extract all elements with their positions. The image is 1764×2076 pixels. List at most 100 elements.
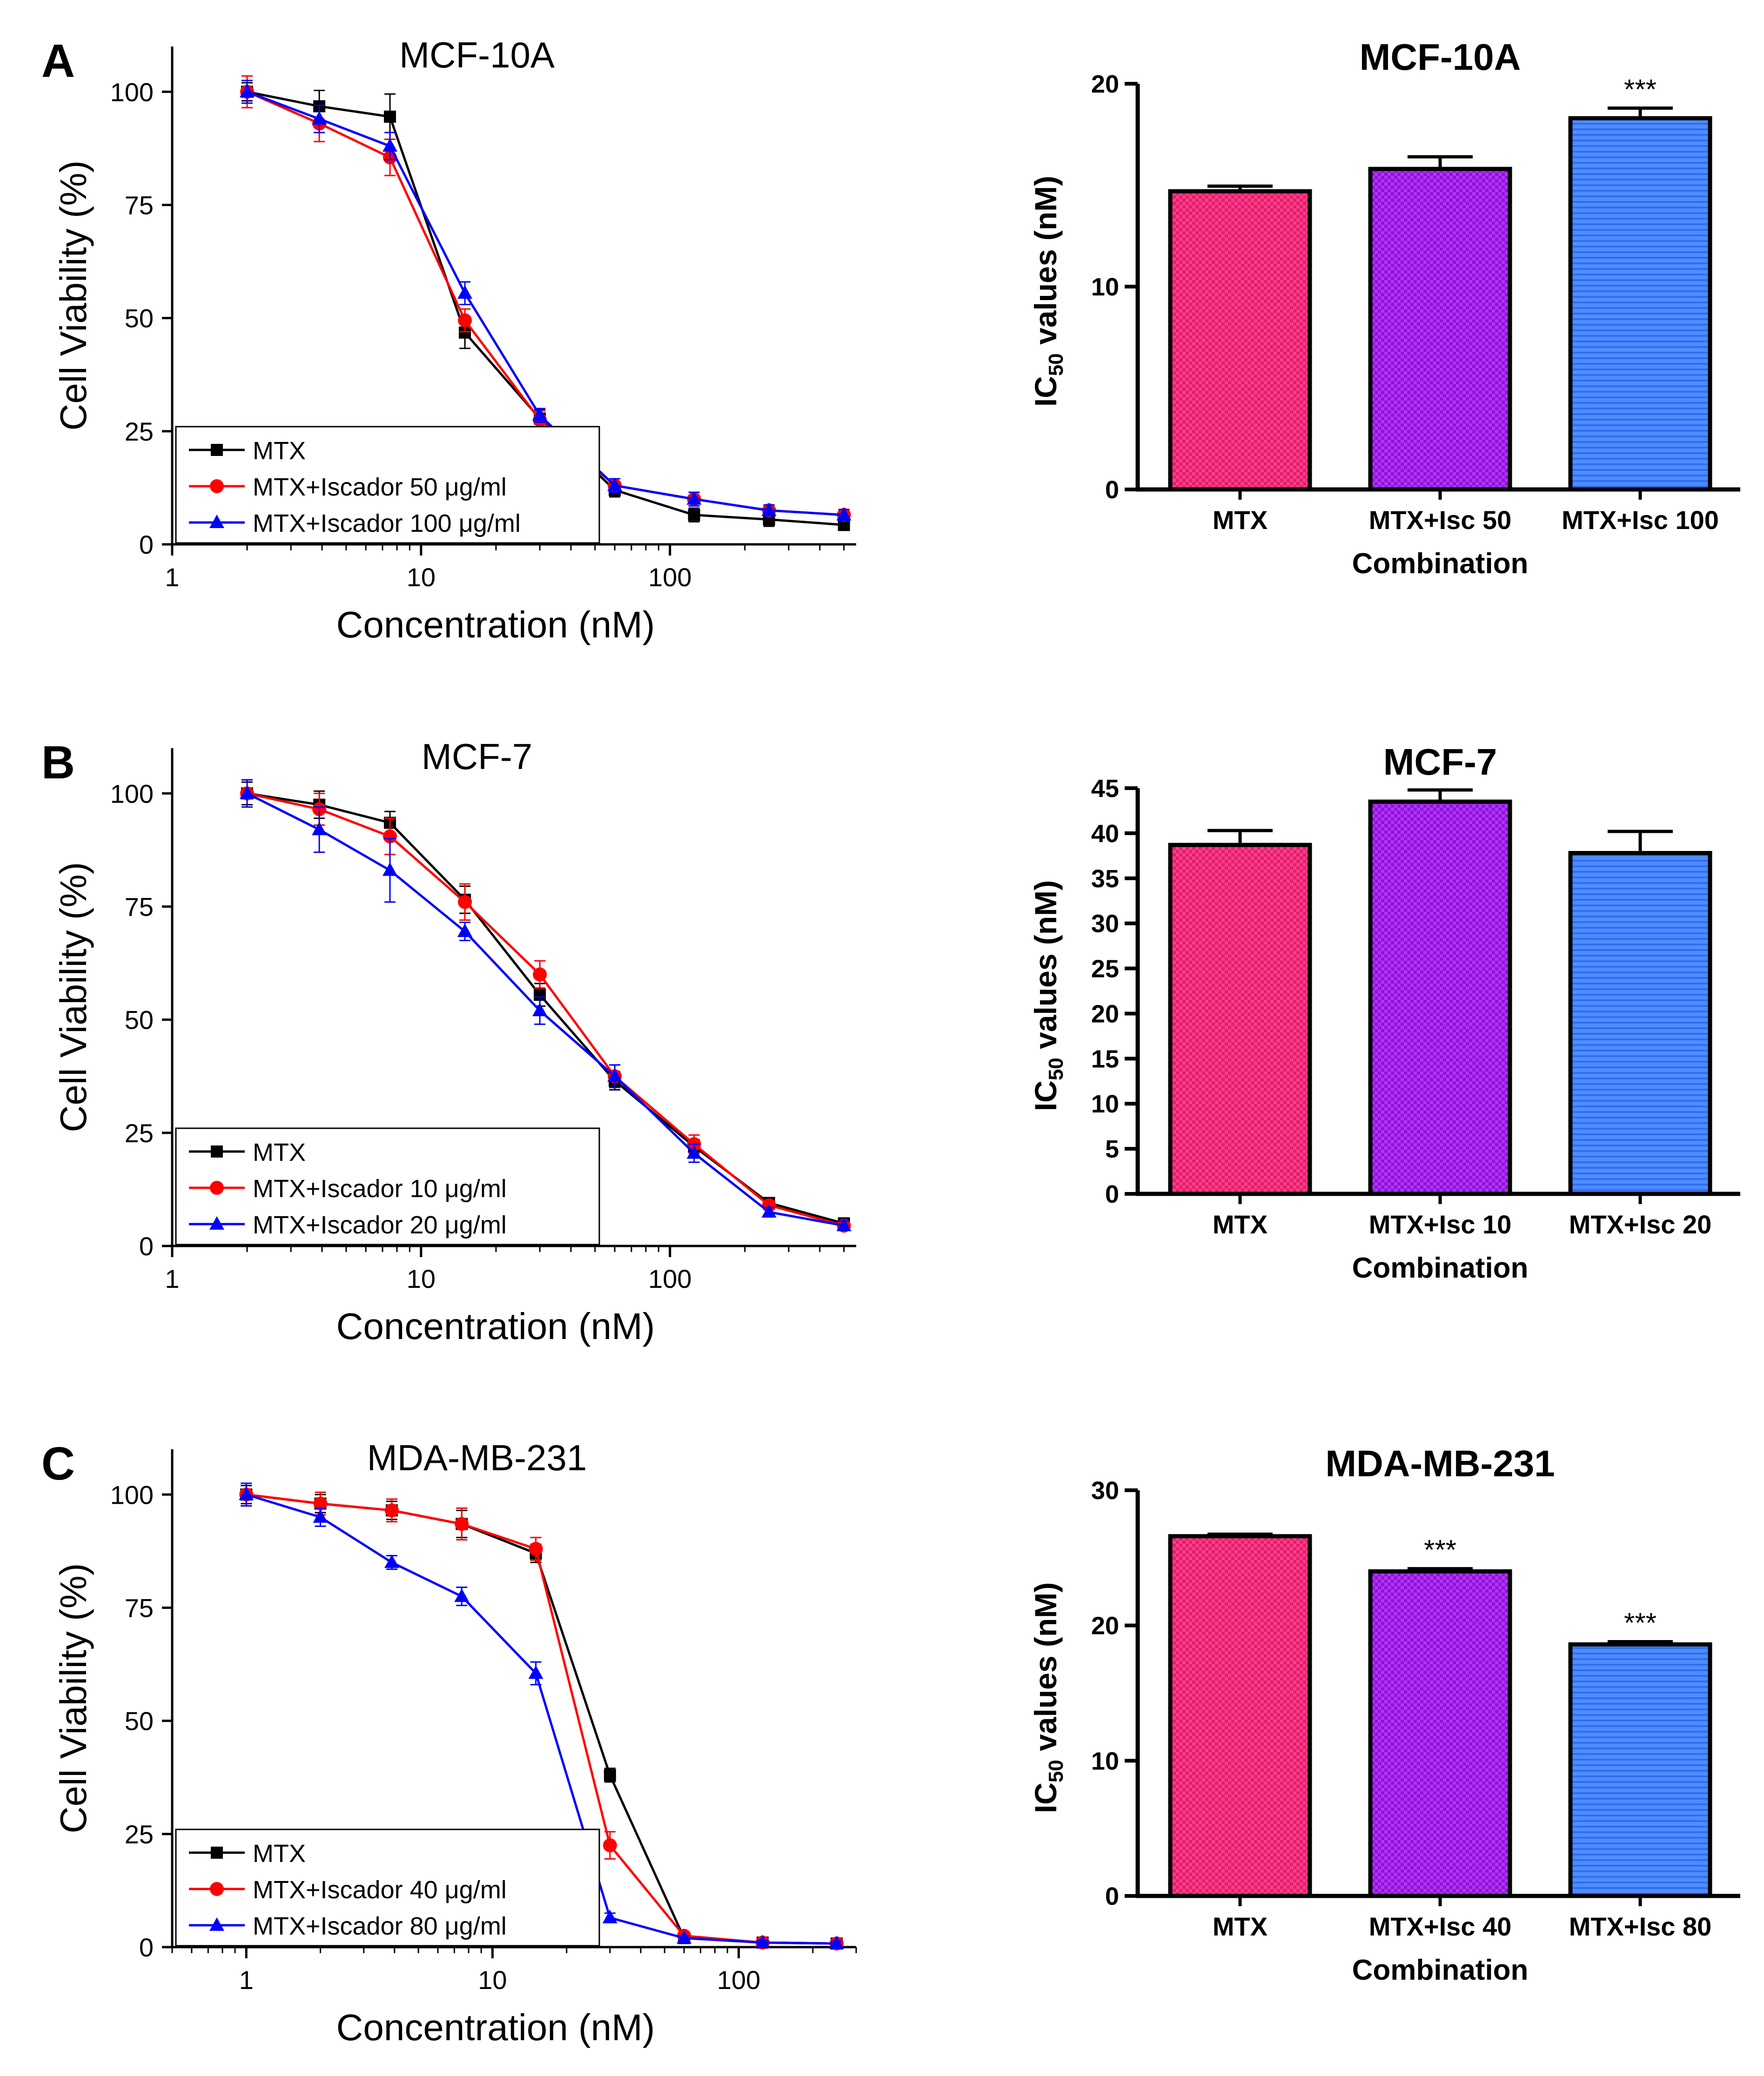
- chart-title: MCF-10A: [399, 34, 555, 75]
- legend-label: MTX: [253, 1138, 306, 1166]
- data-point: [529, 1542, 543, 1556]
- y-axis-label: Cell Viability (%): [53, 161, 94, 431]
- legend-label: MTX+Iscador 40 μg/ml: [253, 1876, 507, 1904]
- bar-chart-1: MCF-7 0 5 10 15 20 25 30 35 40 45 IC50 values (nM) M…: [1028, 741, 1740, 1284]
- data-point: [313, 1509, 328, 1523]
- bar: [1168, 189, 1312, 492]
- x-tick-label: 100: [717, 1965, 760, 1995]
- data-point: [686, 491, 702, 505]
- legend-marker: [209, 515, 224, 528]
- y-tick-label: 25: [1091, 955, 1119, 983]
- data-point: [312, 822, 327, 836]
- x-axis-label: Concentration (nM): [336, 2007, 655, 2048]
- data-point: [382, 138, 398, 152]
- data-point: [836, 507, 852, 521]
- bar: [1368, 1569, 1512, 1898]
- x-axis-label: Combination: [1352, 548, 1529, 580]
- data-point: [384, 1554, 400, 1568]
- y-axis-label-tail: values (nM): [1028, 176, 1063, 353]
- y-axis-label-tail: values (nM): [1028, 880, 1063, 1058]
- y-tick-label: 20: [1091, 1000, 1119, 1028]
- data-point: [677, 1930, 692, 1944]
- x-axis-label: Combination: [1352, 1252, 1529, 1284]
- legend-label: MTX: [253, 1840, 306, 1868]
- chart-title: MCF-7: [422, 736, 532, 777]
- data-point: [602, 1909, 617, 1923]
- y-tick-label: 0: [1105, 476, 1119, 504]
- y-tick-label: 40: [1091, 820, 1119, 848]
- x-tick-label: 10: [478, 1965, 507, 1995]
- bar-chart-2: MDA-MB-231 0 10 20 30 IC50 values (nM) MTX *** M…: [1028, 1443, 1740, 1986]
- legend-marker: [209, 1216, 224, 1230]
- panel-letter: C: [41, 1438, 75, 1490]
- data-point: [384, 110, 396, 123]
- legend-marker: [210, 1882, 224, 1896]
- y-tick-label: 45: [1091, 775, 1119, 803]
- data-point: [385, 1503, 399, 1518]
- y-tick-label: 30: [1091, 910, 1119, 938]
- y-axis-label: IC50 values (nM): [1028, 176, 1067, 407]
- y-tick-label: 30: [1091, 1477, 1119, 1505]
- legend-label: MTX+Iscador 100 μg/ml: [253, 509, 521, 537]
- legend-marker: [209, 1917, 224, 1931]
- y-tick-label: 75: [125, 892, 154, 921]
- panel-letter: A: [41, 35, 75, 87]
- legend-box: [175, 1828, 600, 1947]
- data-point: [686, 1145, 702, 1159]
- y-axis-label-tail: values (nM): [1028, 1582, 1063, 1760]
- x-tick-label: 100: [648, 563, 691, 592]
- x-tick-label: 1: [165, 563, 179, 592]
- y-tick-label: 50: [125, 1005, 154, 1035]
- data-point: [455, 1517, 469, 1531]
- y-tick-label: 0: [139, 1933, 154, 1962]
- data-point: [240, 785, 255, 799]
- data-point: [604, 1769, 616, 1781]
- legend-label: MTX+Iscador 10 μg/ml: [253, 1175, 507, 1203]
- chart-title: MDA-MB-231: [1325, 1443, 1555, 1484]
- y-tick-label: 100: [110, 779, 154, 808]
- chart-title: MCF-7: [1383, 741, 1497, 783]
- y-axis-label: IC50 values (nM): [1028, 880, 1067, 1111]
- panel-letter: B: [41, 737, 75, 789]
- data-point: [603, 1838, 617, 1853]
- data-point: [457, 285, 473, 299]
- data-point: [528, 1665, 543, 1679]
- y-tick-label: 50: [125, 304, 154, 333]
- y-tick-label: 25: [125, 417, 154, 446]
- line-chart-1: B MCF-7 0 25 50 75 100 1 10 100 Concentration (nM)…: [41, 736, 856, 1347]
- data-point: [383, 829, 397, 844]
- x-tick-label: MTX+Isc 20: [1569, 1210, 1712, 1239]
- data-point: [240, 84, 255, 98]
- y-tick-label: 0: [1105, 1882, 1119, 1910]
- data-point: [312, 111, 327, 125]
- y-tick-label: 75: [125, 190, 154, 220]
- series-2: [239, 1482, 845, 1949]
- significance-marker: ***: [1624, 1607, 1657, 1639]
- y-tick-label: 50: [125, 1707, 154, 1736]
- y-tick-label: 0: [139, 1232, 154, 1261]
- y-tick-label: 0: [139, 530, 154, 559]
- x-tick-label: MTX+Isc 10: [1369, 1210, 1512, 1239]
- data-point: [382, 862, 398, 876]
- y-tick-label: 15: [1091, 1045, 1119, 1073]
- x-tick-label: 1: [165, 1264, 179, 1293]
- bar: [1168, 843, 1312, 1196]
- significance-marker: ***: [1624, 74, 1657, 105]
- legend: MTX MTX+Iscador 50 μg/ml MTX+Iscador 100 μ…: [175, 426, 600, 544]
- data-point: [829, 1935, 845, 1949]
- y-axis-label-main: IC: [1028, 1080, 1063, 1111]
- y-tick-label: 25: [125, 1118, 154, 1148]
- data-point: [532, 1003, 548, 1017]
- x-tick-label: MTX: [1213, 1210, 1268, 1239]
- data-point: [313, 1496, 328, 1511]
- line-chart-0: A MCF-10A 0 25 50 75 100 1 10 100 Concentration (n…: [41, 34, 856, 645]
- legend-label: MTX+Iscador 20 μg/ml: [253, 1211, 507, 1239]
- x-tick-label: MTX+Isc 100: [1562, 505, 1719, 535]
- data-point: [532, 407, 548, 421]
- legend-box: [175, 426, 600, 544]
- x-tick-label: MTX+Isc 40: [1369, 1912, 1512, 1941]
- y-tick-label: 0: [1105, 1180, 1119, 1208]
- significance-marker: ***: [1424, 1534, 1456, 1566]
